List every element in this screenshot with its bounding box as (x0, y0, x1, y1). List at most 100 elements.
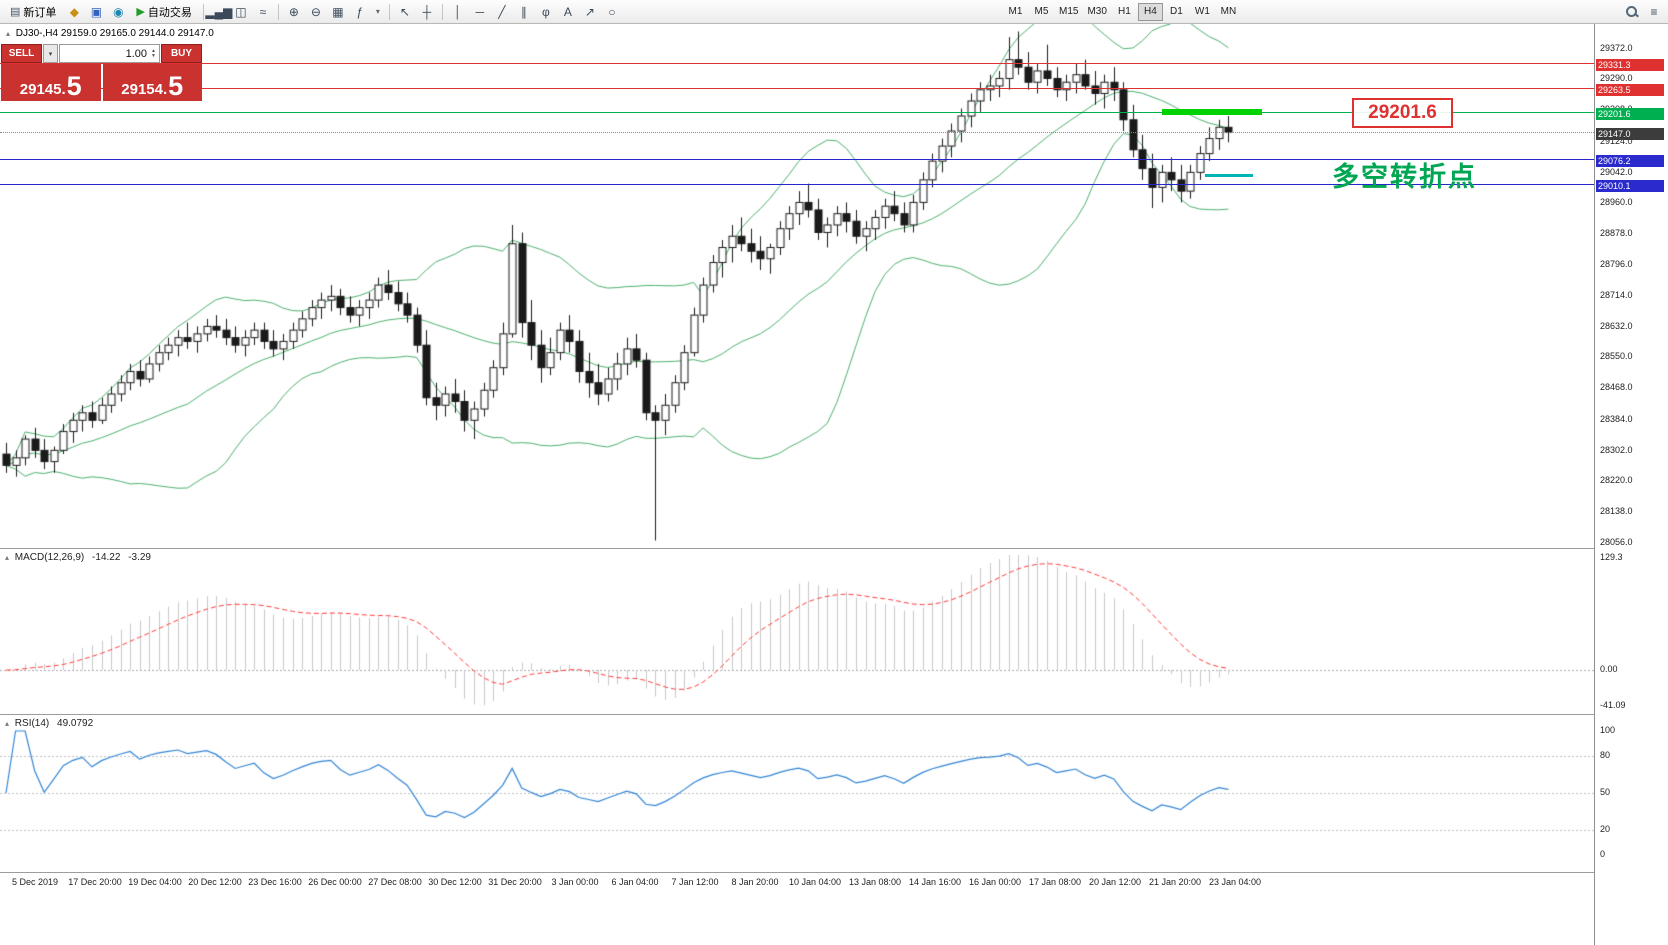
macd-signal-value: -3.29 (128, 552, 151, 563)
search-icon[interactable] (1622, 2, 1642, 22)
spin-down-icon[interactable]: ▼ (151, 52, 156, 59)
rsi-scale-tick: 20 (1600, 824, 1611, 834)
macd-label-row: ▴ MACD(12,26,9) -14.22 -3.29 (5, 552, 151, 563)
macd-canvas[interactable] (0, 549, 1594, 714)
time-axis[interactable]: 5 Dec 2019 17 Dec 20:00 19 Dec 04:00 20 Dec… (0, 872, 1594, 894)
rsi-value: 49.0792 (57, 718, 94, 729)
timeframe-m5[interactable]: M5 (1029, 3, 1054, 21)
time-label: 5 Dec 2019 (11, 877, 59, 887)
menu-icon[interactable]: ≡ (1650, 4, 1658, 19)
indicators-dropdown-icon[interactable]: ▾ (375, 7, 380, 16)
buy-price-big-digit: 5 (168, 71, 184, 101)
magnifier-glyph (1625, 5, 1639, 19)
sell-price-big-digit: 5 (66, 71, 82, 101)
collapse-icon[interactable]: ▴ (6, 29, 11, 38)
time-label: 27 Dec 08:00 (368, 877, 422, 887)
rsi-label-row: ▴ RSI(14) 49.0792 (5, 718, 93, 729)
line-chart-icon[interactable]: ≈ (259, 4, 267, 19)
time-label: 7 Jan 12:00 (671, 877, 719, 887)
timeframe-mn[interactable]: MN (1216, 3, 1241, 21)
price-tick: 28550.0 (1600, 351, 1633, 361)
time-label: 8 Jan 20:00 (731, 877, 779, 887)
toolbar-separator (388, 3, 390, 20)
timeframe-h1[interactable]: H1 (1112, 3, 1137, 21)
price-tick: 28138.0 (1600, 506, 1633, 516)
price-tick: 28384.0 (1600, 414, 1633, 424)
help-icon[interactable]: ◉ (113, 4, 124, 19)
text-tool-icon[interactable]: A (563, 4, 572, 19)
price-tick: 29042.0 (1600, 167, 1633, 177)
toolbar-separator (202, 3, 204, 20)
favorites-icon[interactable]: ◆ (69, 4, 80, 19)
fibonacci-icon[interactable]: φ (541, 4, 550, 19)
shapes-tool-icon[interactable]: ○ (608, 4, 616, 19)
horizontal-line-icon[interactable]: ─ (475, 4, 485, 19)
collapse-icon[interactable]: ▴ (5, 719, 10, 728)
price-chart-panel[interactable]: ▴ DJ30-,H4 29159.0 29165.0 29144.0 29147… (0, 24, 1594, 548)
rsi-label: RSI(14) (14, 718, 50, 729)
rsi-panel[interactable]: ▴ RSI(14) 49.0792 (0, 714, 1594, 872)
rsi-scale-tick: 80 (1600, 750, 1611, 760)
toolbar-separator (277, 3, 279, 20)
price-annotation-box[interactable]: 29201.6 (1352, 98, 1453, 128)
collapse-icon[interactable]: ▴ (5, 553, 10, 562)
equidistant-channel-icon[interactable]: ∥ (520, 4, 527, 19)
rsi-canvas[interactable] (0, 715, 1594, 872)
chart-ohlc-label: 29159.0 29165.0 29144.0 29147.0 (60, 28, 214, 39)
chart-symbol-label: DJ30-,H4 (15, 28, 59, 39)
vertical-line-icon[interactable]: │ (454, 4, 462, 19)
price-chart-canvas[interactable] (0, 24, 1594, 548)
autotrade-button[interactable]: ▶ 自动交易 (130, 2, 197, 22)
timeframe-m15[interactable]: M15 (1055, 3, 1082, 21)
time-label: 19 Dec 04:00 (128, 877, 182, 887)
volume-spinner[interactable]: ▲ ▼ (151, 47, 156, 59)
volume-dropdown-icon[interactable]: ▾ (43, 44, 58, 63)
timeframe-w1[interactable]: W1 (1190, 3, 1215, 21)
crosshair-icon[interactable]: ┼ (422, 4, 432, 19)
rsi-scale-tick: 0 (1600, 849, 1606, 859)
buy-price: 29154. (121, 81, 168, 98)
grid-icon[interactable]: ▦ (332, 4, 344, 19)
price-tag-blue: 29010.1 (1596, 180, 1664, 192)
timeframe-h4[interactable]: H4 (1137, 2, 1163, 21)
timeframe-toolbar: M1 M5 M15 M30 H1 H4 D1 W1 MN (1003, 2, 1241, 21)
time-label: 17 Jan 08:00 (1028, 877, 1082, 887)
buy-button[interactable]: BUY (161, 44, 202, 63)
chart-header: ▴ DJ30-,H4 29159.0 29165.0 29144.0 29147… (6, 28, 214, 39)
price-tag-green: 29201.6 (1596, 108, 1664, 120)
sell-button[interactable]: SELL (1, 44, 42, 63)
macd-panel[interactable]: ▴ MACD(12,26,9) -14.22 -3.29 (0, 548, 1594, 714)
time-label: 17 Dec 20:00 (68, 877, 122, 887)
volume-input[interactable]: 1.00 ▲ ▼ (59, 44, 160, 63)
cursor-icon[interactable]: ↖ (399, 4, 410, 19)
new-order-label: 新订单 (23, 6, 57, 19)
arrows-tool-icon[interactable]: ↗ (584, 4, 595, 19)
timeframe-d1[interactable]: D1 (1164, 3, 1189, 21)
pivot-annotation-text[interactable]: 多空转折点 (1332, 162, 1477, 192)
macd-label: MACD(12,26,9) (14, 552, 85, 563)
price-tick: 29124.0 (1600, 136, 1633, 146)
price-axis[interactable]: 29372.029290.029208.029124.029042.028960… (1594, 24, 1668, 945)
trendline-icon[interactable]: ╱ (498, 4, 506, 19)
time-label: 31 Dec 20:00 (488, 877, 542, 887)
candlestick-chart-icon[interactable]: ◫ (235, 4, 247, 19)
buy-price-display[interactable]: 29154. 5 (102, 64, 202, 101)
timeframe-m30[interactable]: M30 (1083, 3, 1110, 21)
bar-chart-icon[interactable]: ▂▄▆ (205, 4, 233, 19)
profiles-icon[interactable]: ▣ (90, 4, 103, 19)
macd-scale-tick: 0.00 (1600, 664, 1618, 674)
new-order-button[interactable]: ▤ 新订单 (4, 2, 62, 22)
price-tick: 28714.0 (1600, 290, 1633, 300)
indicators-icon[interactable]: ƒ (356, 4, 364, 19)
zoom-out-icon[interactable]: ⊖ (310, 4, 321, 19)
time-label: 3 Jan 00:00 (551, 877, 599, 887)
sell-price-display[interactable]: 29145. 5 (1, 64, 101, 101)
time-label: 14 Jan 16:00 (908, 877, 962, 887)
time-label: 13 Jan 08:00 (848, 877, 902, 887)
price-tag-dark: 29147.0 (1596, 128, 1664, 140)
new-order-icon: ▤ (10, 6, 21, 18)
time-label: 20 Dec 12:00 (188, 877, 242, 887)
zoom-in-icon[interactable]: ⊕ (288, 4, 299, 19)
spin-up-icon[interactable]: ▲ (151, 47, 156, 54)
timeframe-m1[interactable]: M1 (1003, 3, 1028, 21)
